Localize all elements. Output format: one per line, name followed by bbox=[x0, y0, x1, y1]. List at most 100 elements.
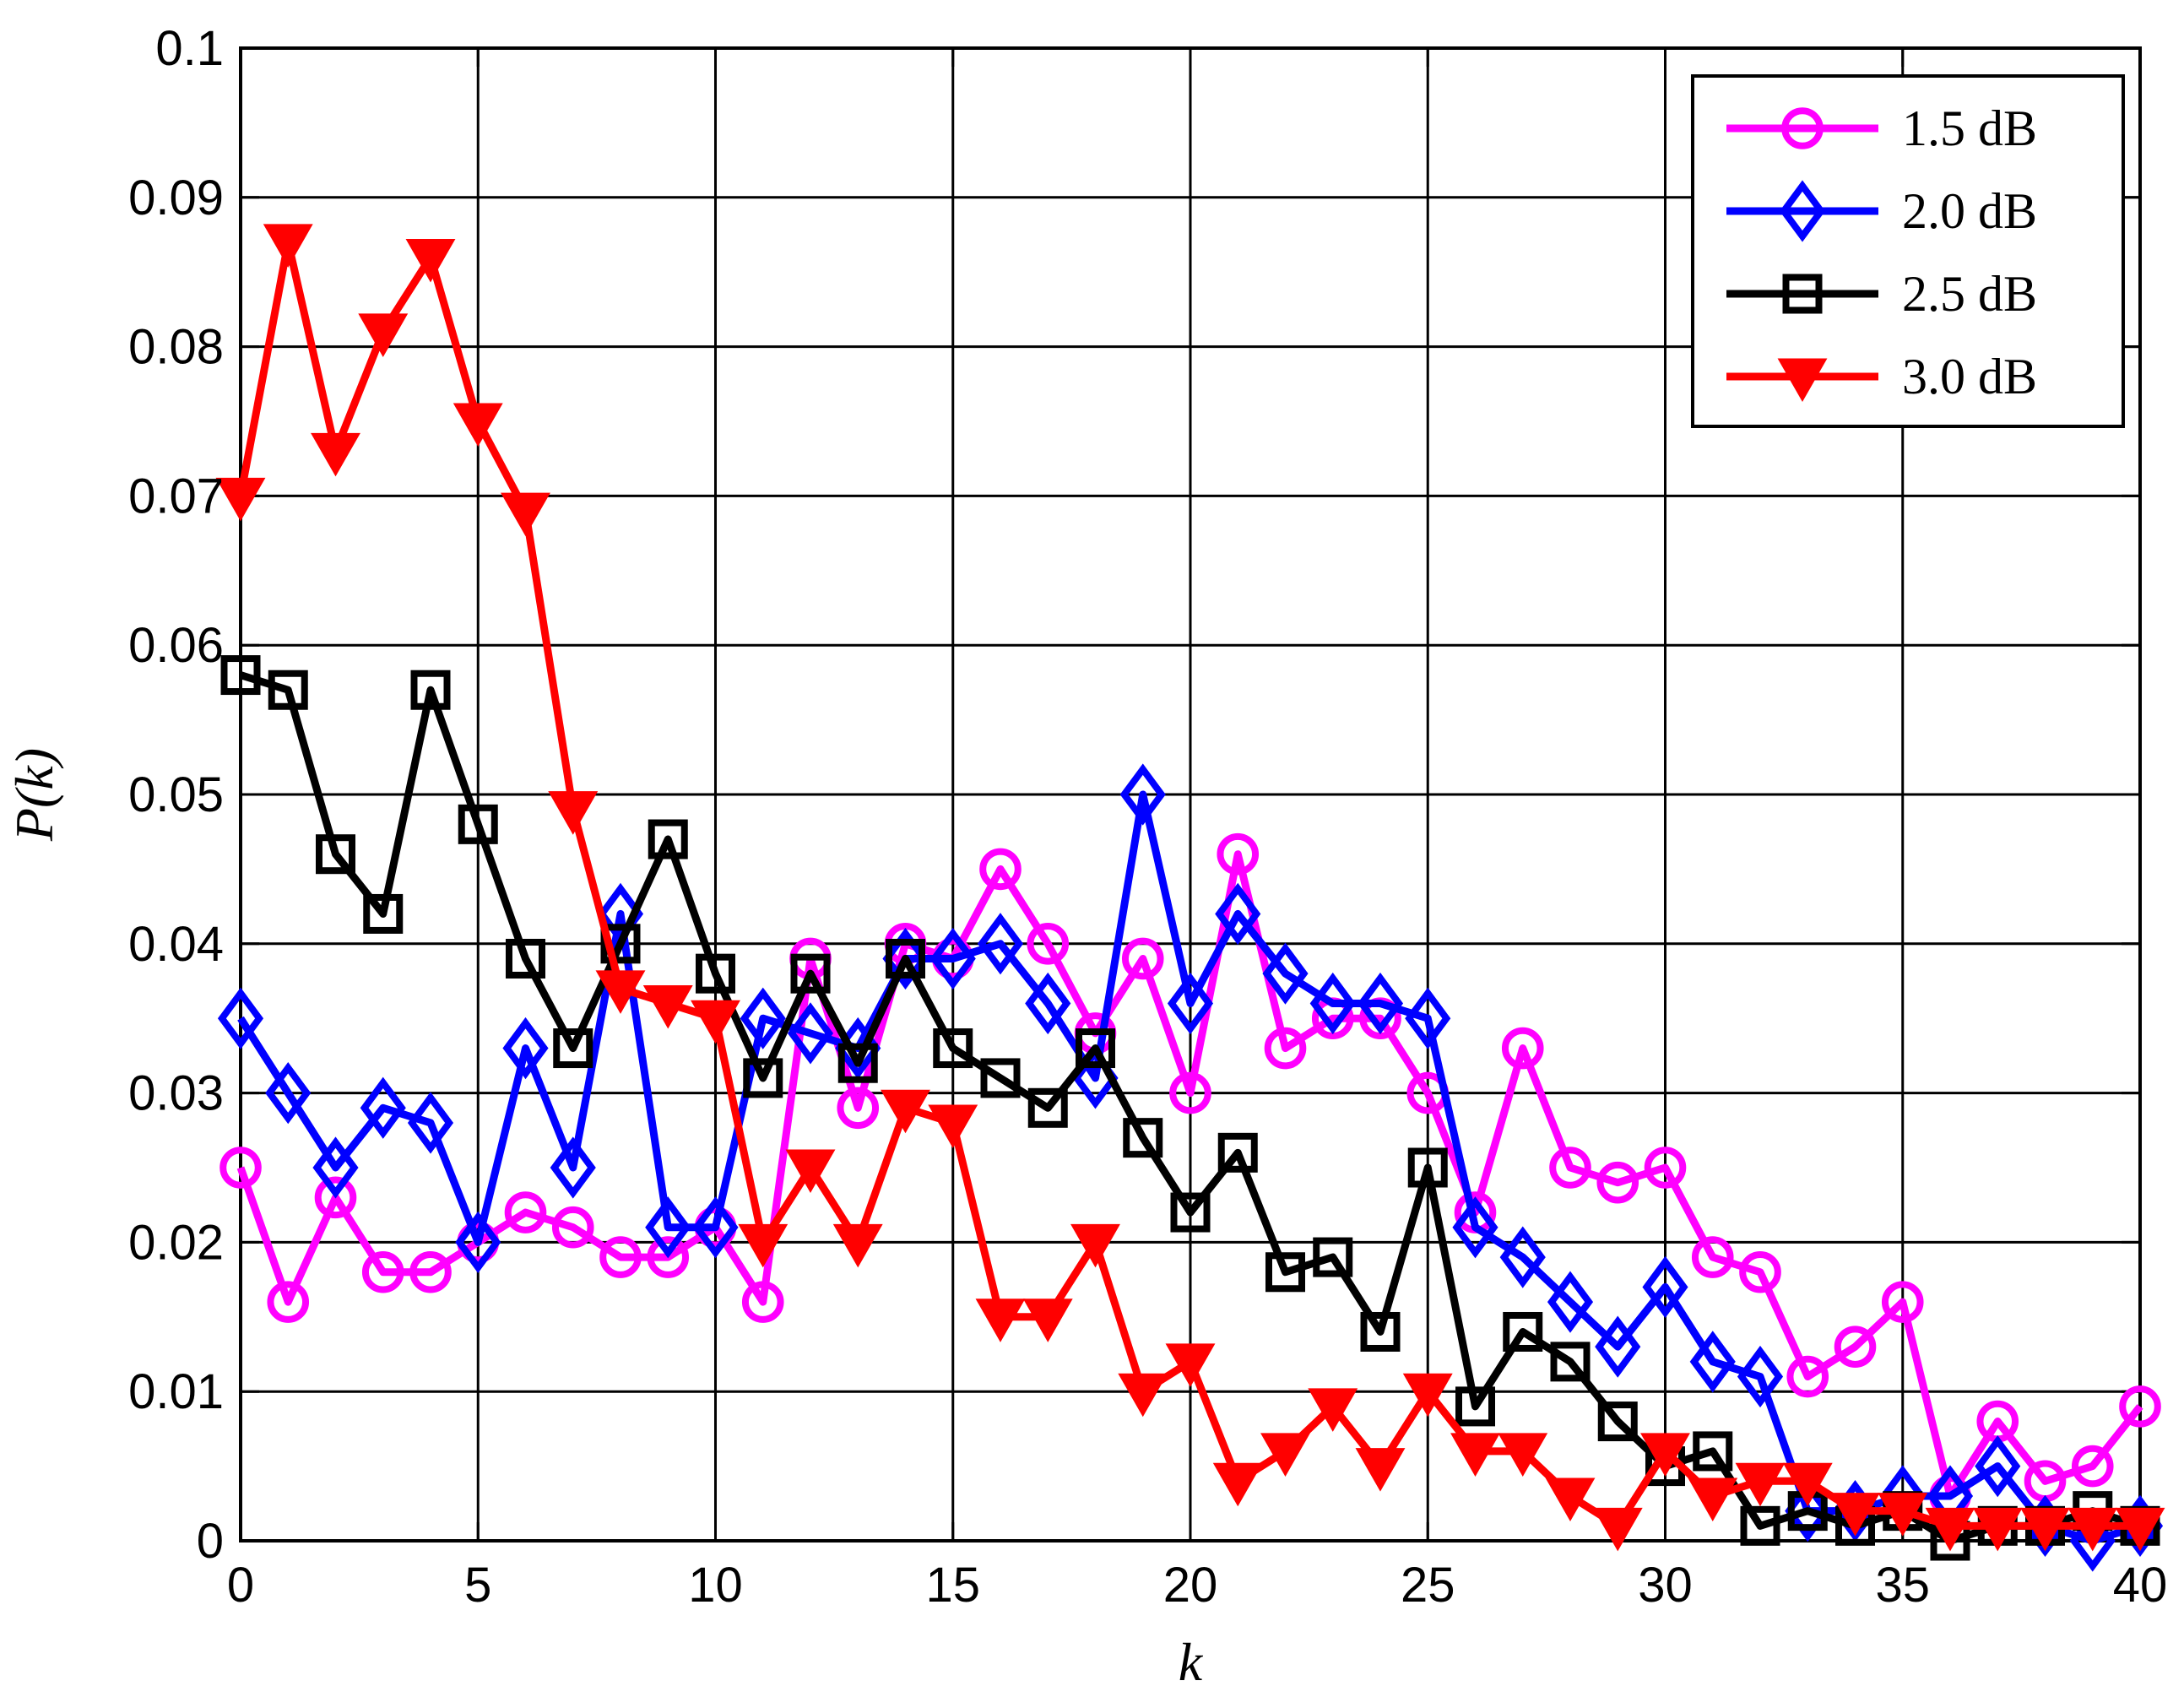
data-point-3-0-db bbox=[785, 1149, 836, 1194]
data-point-3-0-db bbox=[1688, 1477, 1738, 1521]
data-point-3-0-db bbox=[1592, 1507, 1643, 1552]
data-point-3-0-db bbox=[1830, 1493, 1880, 1537]
data-point-2-0-db bbox=[407, 1092, 454, 1154]
data-point-3-0-db bbox=[1972, 1507, 2023, 1552]
data-point-2-5-db bbox=[1313, 1237, 1353, 1277]
data-point-3-0-db bbox=[1212, 1462, 1263, 1507]
data-point-3-0-db bbox=[1165, 1343, 1216, 1387]
data-point-2-5-db bbox=[1693, 1431, 1733, 1472]
data-point-2-5-db bbox=[1550, 1342, 1591, 1382]
tick-labels: 0 5 10 15 20 25 30 35 40 0 0.01 0.02 0.03 0.04 0.05 0.0… bbox=[128, 21, 2167, 1613]
data-point-2-0-db bbox=[1595, 1315, 1641, 1378]
data-point-1-5-db bbox=[1834, 1326, 1877, 1368]
data-point-2-5-db bbox=[410, 670, 451, 710]
y-tick-label: 0.04 bbox=[128, 917, 224, 972]
data-point-1-5-db bbox=[1549, 1147, 1591, 1189]
data-point-1-5-db bbox=[979, 848, 1022, 891]
data-point-2-5-db bbox=[363, 893, 404, 934]
data-point-1-5-db bbox=[1786, 1355, 1829, 1398]
data-point-3-0-db bbox=[1308, 1388, 1358, 1432]
legend-label: 2.5 dB bbox=[1902, 266, 2037, 322]
data-point-1-5-db bbox=[1881, 1281, 1924, 1323]
data-point-3-0-db bbox=[2115, 1507, 2165, 1552]
y-axis-label: P(k) bbox=[4, 748, 64, 842]
data-point-3-0-db bbox=[501, 492, 550, 537]
data-point-2-5-db bbox=[220, 655, 261, 696]
data-point-1-5-db bbox=[314, 1176, 357, 1219]
data-point-1-5-db bbox=[599, 1236, 642, 1278]
data-point-2-0-db bbox=[455, 1211, 501, 1274]
data-point-3-0-db bbox=[2020, 1507, 2070, 1552]
legend-label: 1.5 dB bbox=[1902, 100, 2037, 156]
data-point-3-0-db bbox=[1878, 1493, 1928, 1537]
data-point-2-5-db bbox=[1740, 1505, 1780, 1546]
data-point-2-5-db bbox=[886, 938, 925, 979]
data-point-2-5-db bbox=[1503, 1311, 1543, 1352]
data-point-2-5-db bbox=[458, 804, 498, 844]
data-point-1-5-db bbox=[361, 1250, 404, 1293]
data-point-2-5-db bbox=[553, 1028, 593, 1069]
data-point-2-0-db bbox=[692, 1196, 739, 1259]
data-point-2-0-db bbox=[1119, 763, 1166, 826]
data-point-2-0-db bbox=[1452, 1196, 1498, 1259]
legend-label: 2.0 dB bbox=[1902, 183, 2037, 239]
legend-box bbox=[1691, 74, 2125, 428]
legend-entry-1-5-db: 1.5 dB bbox=[1726, 100, 2037, 156]
legend-entry-2-0-db: 2.0 dB bbox=[1726, 180, 2037, 242]
data-point-2-5-db bbox=[600, 924, 641, 964]
data-point-1-5-db bbox=[1691, 1236, 1734, 1278]
data-point-2-0-db bbox=[550, 1136, 596, 1199]
legend-marker bbox=[1779, 180, 1826, 242]
data-point-3-0-db bbox=[928, 1104, 978, 1148]
legend-marker bbox=[1782, 274, 1823, 314]
data-point-3-0-db bbox=[311, 432, 360, 477]
data-point-2-0-db bbox=[217, 987, 264, 1049]
y-tick-label: 0.09 bbox=[128, 171, 224, 225]
data-point-3-0-db bbox=[595, 970, 646, 1014]
data-point-3-0-db bbox=[1925, 1507, 1975, 1552]
data-point-2-0-db bbox=[740, 987, 786, 1049]
data-point-3-0-db bbox=[832, 1223, 883, 1268]
data-point-2-5-db bbox=[790, 953, 831, 994]
x-tick-label: 40 bbox=[2113, 1558, 2168, 1613]
data-point-3-0-db bbox=[738, 1223, 789, 1268]
x-tick-label: 0 bbox=[227, 1558, 254, 1613]
data-point-1-5-db bbox=[1264, 1027, 1307, 1070]
data-point-2-5-db bbox=[1027, 1087, 1068, 1128]
x-axis-label: k bbox=[1179, 1632, 1204, 1692]
data-point-3-0-db bbox=[1450, 1433, 1500, 1477]
data-point-2-5-db bbox=[1407, 1147, 1448, 1188]
data-point-1-5-db bbox=[1644, 1147, 1687, 1189]
data-point-2-5-db bbox=[1455, 1386, 1495, 1427]
data-point-2-0-db bbox=[1309, 972, 1356, 1035]
data-point-2-5-db bbox=[743, 1058, 783, 1098]
data-point-1-5-db bbox=[1169, 1071, 1211, 1114]
data-point-1-5-db bbox=[2071, 1445, 2114, 1488]
y-tick-label: 0.1 bbox=[155, 21, 224, 76]
data-point-2-5-db bbox=[316, 834, 355, 875]
data-point-3-0-db bbox=[1355, 1448, 1406, 1492]
x-tick-label: 25 bbox=[1401, 1558, 1455, 1613]
data-point-3-0-db bbox=[1782, 1462, 1833, 1507]
data-point-2-0-db bbox=[1025, 972, 1071, 1035]
series-3-0-db bbox=[215, 224, 2165, 1552]
data-point-2-5-db bbox=[837, 1043, 878, 1083]
data-point-3-0-db bbox=[548, 791, 599, 835]
y-tick-label: 0.07 bbox=[128, 469, 224, 523]
data-point-2-5-db bbox=[1076, 1028, 1115, 1069]
data-point-2-5-db bbox=[696, 953, 735, 994]
data-point-2-0-db bbox=[312, 1136, 359, 1199]
data-point-3-0-db bbox=[975, 1299, 1026, 1342]
y-tick-label: 0.05 bbox=[128, 767, 224, 822]
data-point-3-0-db bbox=[2067, 1507, 2118, 1552]
data-point-2-0-db bbox=[1737, 1345, 1784, 1408]
legend-label: 3.0 dB bbox=[1902, 349, 2037, 404]
data-point-3-0-db bbox=[263, 224, 313, 268]
data-point-3-0-db bbox=[1498, 1433, 1548, 1477]
x-tick-label: 15 bbox=[925, 1558, 980, 1613]
data-point-1-5-db bbox=[741, 1281, 784, 1323]
data-point-2-5-db bbox=[1597, 1402, 1638, 1442]
data-point-1-5-db bbox=[551, 1206, 594, 1249]
